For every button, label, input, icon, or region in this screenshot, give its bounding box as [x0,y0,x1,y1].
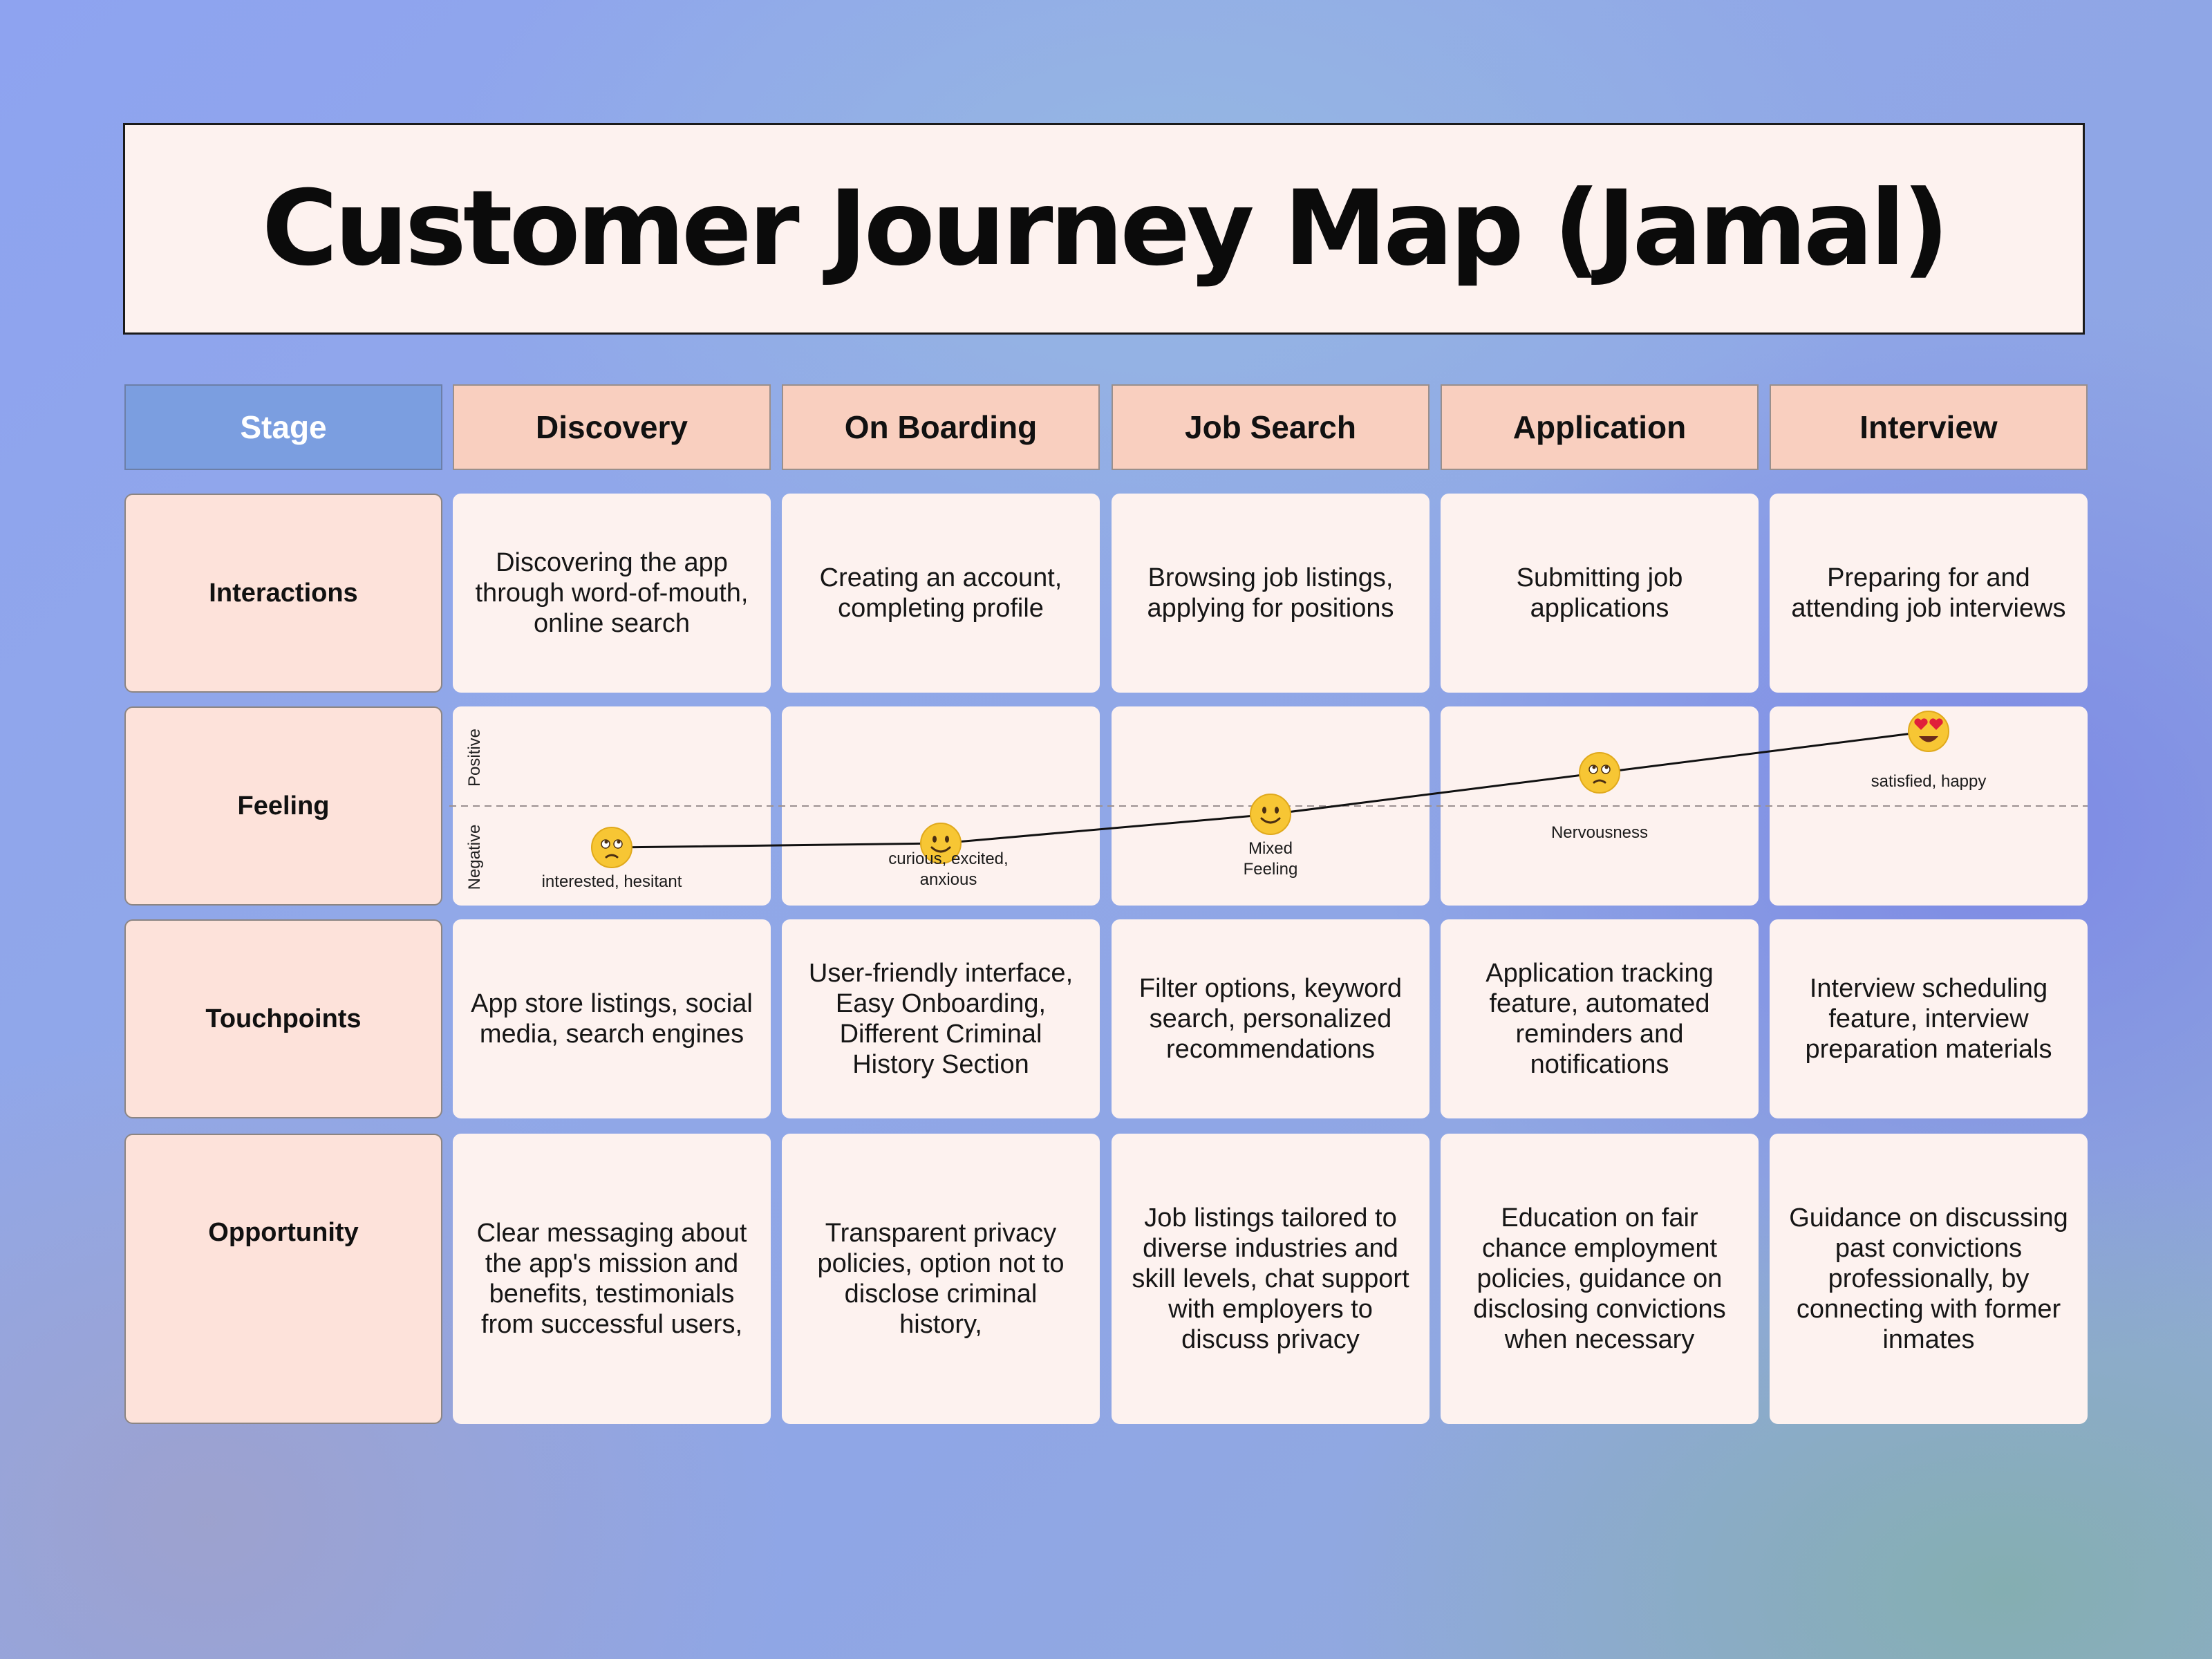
interactions-discovery: Discovering the app through word-of-mout… [453,494,771,693]
smiling-face-icon [1250,794,1291,835]
touchpoints-discovery: App store listings, social media, search… [453,919,771,1118]
interactions-job-search: Browsing job listings, applying for posi… [1112,494,1430,693]
feeling-cell-onboarding [782,706,1100,906]
interactions-interview: Preparing for and attending job intervie… [1770,494,2088,693]
stage-header-discovery: Discovery [453,384,771,470]
opportunity-job-search: Job listings tailored to diverse industr… [1112,1134,1430,1424]
feeling-cell-discovery [453,706,771,906]
smiling-face-icon [920,823,962,864]
stage-header-application: Application [1441,384,1759,470]
stage-header-interview: Interview [1770,384,2088,470]
title-banner: Customer Journey Map (Jamal) [123,123,2085,335]
touchpoints-onboarding: User-friendly interface, Easy Onboarding… [782,919,1100,1118]
page-title: Customer Journey Map (Jamal) [261,169,1949,289]
opportunity-discovery: Clear messaging about the app's mission … [453,1134,771,1424]
opportunity-application: Education on fair chance employment poli… [1441,1134,1759,1424]
hesitant-face-icon [591,827,632,868]
interactions-onboarding: Creating an account, completing profile [782,494,1100,693]
touchpoints-job-search: Filter options, keyword search, personal… [1112,919,1430,1118]
row-label-feeling: Feeling [124,706,442,906]
row-label-interactions: Interactions [124,494,442,693]
stage-header: Stage [124,384,442,470]
interactions-application: Submitting job applications [1441,494,1759,693]
feeling-cell-application [1441,706,1759,906]
opportunity-onboarding: Transparent privacy policies, option not… [782,1134,1100,1424]
nervous-face-icon [1579,752,1620,794]
stage-header-job-search: Job Search [1112,384,1430,470]
touchpoints-application: Application tracking feature, automated … [1441,919,1759,1118]
stage-header-onboarding: On Boarding [782,384,1100,470]
touchpoints-interview: Interview scheduling feature, interview … [1770,919,2088,1118]
row-label-opportunity: Opportunity [124,1134,442,1424]
row-label-touchpoints: Touchpoints [124,919,442,1118]
heart-eyes-face-icon [1908,711,1949,752]
opportunity-interview: Guidance on discussing past convictions … [1770,1134,2088,1424]
